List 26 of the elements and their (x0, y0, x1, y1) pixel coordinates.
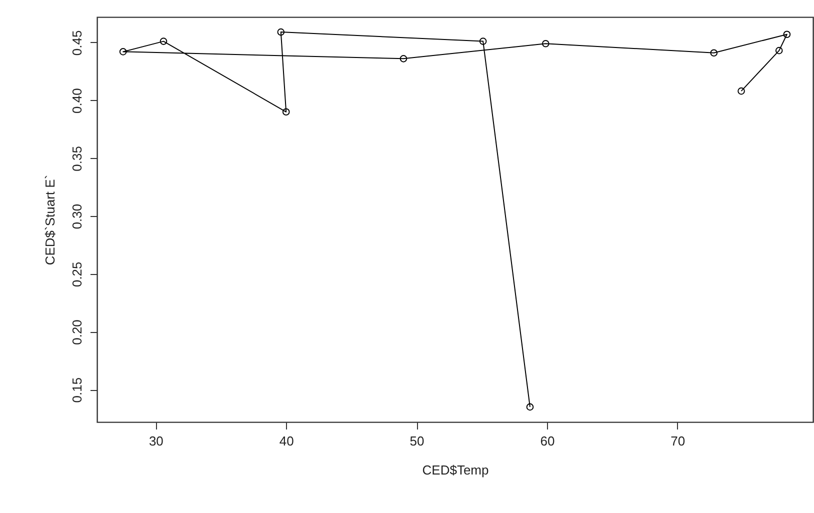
point (119, 48, 127, 56)
y-tick-label: 0.45 (70, 30, 84, 56)
y-tick-label: 0.40 (70, 88, 84, 114)
point (783, 30, 791, 38)
point (526, 403, 534, 411)
point (542, 40, 550, 48)
x-tick-label: 60 (540, 434, 555, 448)
y-tick-label: 0.20 (70, 320, 84, 345)
y-tick-label: 0.25 (70, 262, 84, 288)
x-tick-label: 70 (670, 434, 686, 448)
x-axis-title: CED$Temp (422, 462, 489, 478)
point (479, 38, 487, 45)
y-tick-label: 0.15 (70, 377, 84, 403)
x-tick-label: 40 (279, 434, 294, 448)
y-axis-title: CED$`Stuart E` (42, 174, 58, 266)
point (738, 87, 745, 95)
point (277, 28, 285, 36)
x-tick-label: 30 (148, 434, 164, 448)
x-tick-label: 50 (410, 434, 424, 448)
point (282, 108, 290, 116)
point (710, 49, 718, 57)
point (775, 46, 783, 54)
point (400, 55, 408, 62)
point (160, 38, 168, 45)
y-tick-label: 0.35 (70, 146, 84, 172)
y-tick-label: 0.30 (70, 204, 84, 230)
